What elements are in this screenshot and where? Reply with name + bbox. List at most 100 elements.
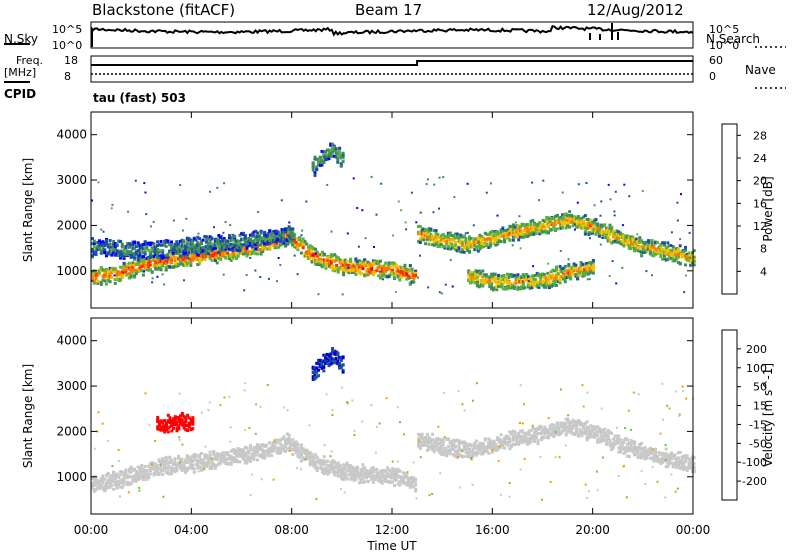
scatter-cell [403,267,407,271]
scatter-cell [537,283,541,287]
scatter-cell [408,481,412,485]
scatter-cell [445,238,449,241]
scatter-cell [590,231,594,235]
scatter-cell [492,241,496,245]
scatter-cell [377,266,381,270]
scatter-cell [168,249,172,253]
scatter-cell [436,232,440,236]
scatter-cell [275,450,279,454]
scatter-cell [584,262,588,266]
scatter-cell [662,241,666,245]
scatter-cell [127,266,131,270]
scatter-cell [289,233,293,237]
scatter-cell [308,244,312,248]
scatter-cell [522,229,526,233]
scatter-cell [559,226,563,230]
scatter-cell [331,150,334,154]
scatter-cell [96,241,100,244]
scatter-cell [571,224,575,228]
scatter-cell [442,176,445,179]
scatter-cell [613,210,616,213]
scatter-cell [242,245,245,249]
scatter-cell [282,241,286,245]
scatter-cell [324,266,328,270]
power-panel-frame [90,111,694,309]
scatter-cell [242,451,245,455]
scatter-cell [184,470,188,474]
scatter-cell [254,229,258,233]
scatter-cell [98,243,101,247]
scatter-cell [504,436,508,440]
scatter-cell [356,466,360,470]
scatter-cell [247,450,251,453]
scatter-cell [366,471,370,475]
scatter-cell [148,472,152,476]
scatter-cell [506,231,510,235]
nsky-label: N.Sky [4,32,39,46]
scatter-cell [613,232,617,236]
scatter-cell [592,218,595,221]
scatter-cell [275,239,279,243]
scatter-cell [377,479,381,483]
scatter-cell [499,231,503,235]
scatter-cell [326,259,330,262]
scatter-cell [476,280,479,284]
scatter-cell [185,237,189,241]
scatter-cell [590,223,594,227]
scatter-cell [466,451,470,455]
scatter-cell [120,470,124,474]
scatter-cell [268,238,272,242]
scatter-cell [203,463,207,467]
scatter-cell [208,455,212,459]
scatter-cell [252,449,256,453]
scatter-cell [206,237,210,241]
scatter-cell [273,441,277,445]
scatter-cell [249,446,252,450]
scatter-cell [494,238,498,242]
scatter-cell [317,158,320,162]
scatter-cell [475,241,478,244]
scatter-cell [626,241,629,245]
scatter-cell [145,474,149,478]
scatter-cell [229,461,233,465]
scatter-cell [556,277,560,281]
scatter-cell [103,270,107,274]
scatter-cell [495,285,499,289]
scatter-cell [236,450,240,454]
scatter-cell [514,278,518,281]
scatter-cell [329,262,333,266]
scatter-cell [215,254,219,258]
scatter-cell [505,281,509,285]
scatter-cell [219,253,223,257]
scatter-cell [291,236,295,240]
scatter-cell [164,470,168,474]
scatter-cell [177,247,180,251]
scatter-cell [542,273,546,276]
scatter-cell [331,467,335,470]
scatter-cell [394,266,398,269]
scatter-cell [136,478,140,481]
scatter-cell [266,454,270,458]
scatter-cell [335,258,339,262]
scatter-cell [431,448,435,451]
scatter-cell [363,466,367,470]
scatter-cell [464,232,467,235]
scatter-cell [459,453,463,457]
scatter-cell [562,274,566,278]
scatter-cell [507,284,510,287]
scatter-cell [238,451,242,455]
scatter-cell [375,259,379,263]
scatter-cell [110,271,114,275]
scatter-cell [673,252,677,256]
scatter-cell [94,246,98,250]
scatter-cell [170,256,173,260]
scatter-cell [198,263,201,266]
scatter-cell [349,257,353,261]
scatter-cell [425,237,429,241]
scatter-cell [332,146,336,150]
scatter-cell [553,276,557,280]
scatter-cell [285,239,289,242]
scatter-cell [511,429,515,433]
scatter-cell [479,271,483,275]
scatter-cell [380,269,384,273]
